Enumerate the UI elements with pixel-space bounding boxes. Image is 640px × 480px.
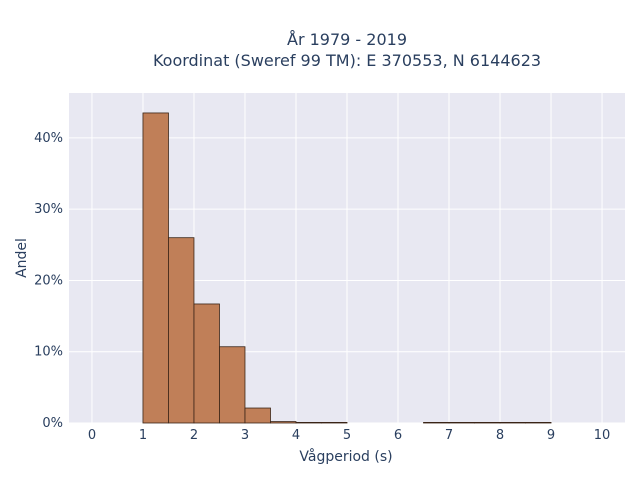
y-axis-title: Andel xyxy=(14,238,30,278)
y-tick-labels: 0% 10% 20% 30% 40% xyxy=(34,131,63,431)
x-axis-title: Vågperiod (s) xyxy=(299,448,392,465)
histogram-bar xyxy=(219,346,246,424)
x-tick-label: 1 xyxy=(139,428,147,443)
histogram-bar xyxy=(423,421,450,424)
chart-title-line1: År 1979 - 2019 xyxy=(287,30,407,49)
x-tick-label: 7 xyxy=(445,428,453,443)
bars xyxy=(142,112,552,424)
histogram-bar xyxy=(142,112,169,424)
histogram-bar xyxy=(193,303,220,424)
x-tick-label: 6 xyxy=(394,428,402,443)
x-tick-label: 3 xyxy=(241,428,249,443)
x-tick-label: 2 xyxy=(190,428,198,443)
histogram-bar xyxy=(321,421,348,424)
histogram-bar xyxy=(295,421,322,424)
x-tick-label: 4 xyxy=(292,428,300,443)
histogram-bar xyxy=(474,421,501,424)
x-tick-label: 0 xyxy=(88,428,96,443)
histogram-bar xyxy=(448,421,475,424)
histogram-bar xyxy=(499,421,526,424)
x-tick-label: 8 xyxy=(496,428,504,443)
y-tick-label: 30% xyxy=(34,202,63,217)
x-tick-label: 9 xyxy=(547,428,555,443)
y-tick-label: 10% xyxy=(34,345,63,360)
x-tick-label: 5 xyxy=(343,428,351,443)
chart-title-line2: Koordinat (Sweref 99 TM): E 370553, N 61… xyxy=(153,51,541,70)
histogram-bar xyxy=(270,421,297,424)
histogram-bar xyxy=(168,237,195,424)
histogram-bar xyxy=(244,407,271,424)
x-tick-labels: 0 1 2 3 4 5 6 7 8 9 10 xyxy=(88,428,611,443)
x-tick-label: 10 xyxy=(594,428,611,443)
histogram-bar xyxy=(525,421,552,424)
y-tick-label: 0% xyxy=(42,416,63,431)
y-tick-label: 40% xyxy=(34,131,63,146)
y-tick-label: 20% xyxy=(34,273,63,288)
